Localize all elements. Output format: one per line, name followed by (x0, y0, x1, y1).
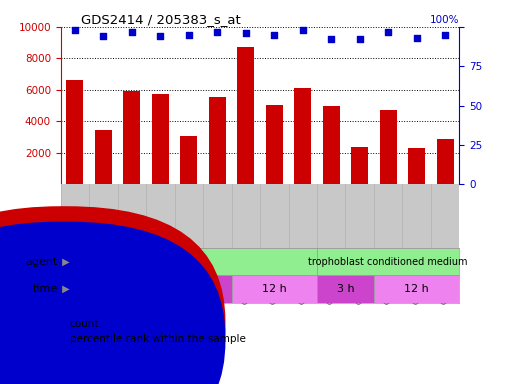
Text: 0 h: 0 h (95, 284, 112, 294)
Bar (95, 130, 112, 184)
Point (441, 31, 449, 38)
Bar (266, 105, 283, 184)
Bar (437, 139, 454, 184)
Text: time: time (33, 284, 58, 294)
Bar (152, 94, 169, 184)
Bar (323, 106, 340, 184)
Point (270, 31, 278, 38)
Point (128, 28, 136, 35)
Bar (61, 248, 317, 275)
Bar (181, 136, 197, 184)
Point (412, 35, 421, 41)
Bar (351, 147, 368, 184)
Text: agent: agent (26, 257, 58, 266)
Text: count: count (70, 319, 99, 329)
Text: 12 h: 12 h (404, 284, 429, 294)
Point (242, 30, 250, 36)
Text: control: control (172, 257, 206, 266)
Bar (237, 47, 254, 184)
Bar (232, 275, 317, 303)
Point (384, 28, 392, 35)
Bar (408, 148, 425, 184)
Bar (317, 275, 374, 303)
Bar (124, 91, 140, 184)
Bar (61, 275, 146, 303)
Bar (67, 80, 83, 184)
Bar (380, 110, 397, 184)
Point (327, 36, 335, 43)
Text: GDS2414 / 205383_s_at: GDS2414 / 205383_s_at (81, 13, 240, 26)
Point (185, 31, 193, 38)
Text: 100%: 100% (430, 15, 459, 25)
Text: 3 h: 3 h (337, 284, 354, 294)
Bar (294, 88, 312, 184)
Bar (317, 248, 459, 275)
Text: 3 h: 3 h (180, 284, 197, 294)
Point (298, 27, 307, 33)
Point (213, 28, 222, 35)
Point (71, 27, 79, 33)
Point (355, 36, 364, 43)
Text: percentile rank within the sample: percentile rank within the sample (70, 334, 246, 344)
Text: ▶: ▶ (59, 257, 69, 266)
Point (156, 33, 165, 40)
Bar (374, 275, 459, 303)
Text: ▶: ▶ (59, 284, 69, 294)
Text: trophoblast conditioned medium: trophoblast conditioned medium (308, 257, 468, 266)
Bar (146, 275, 232, 303)
Point (99, 33, 108, 40)
Bar (209, 97, 226, 184)
Text: 12 h: 12 h (262, 284, 287, 294)
